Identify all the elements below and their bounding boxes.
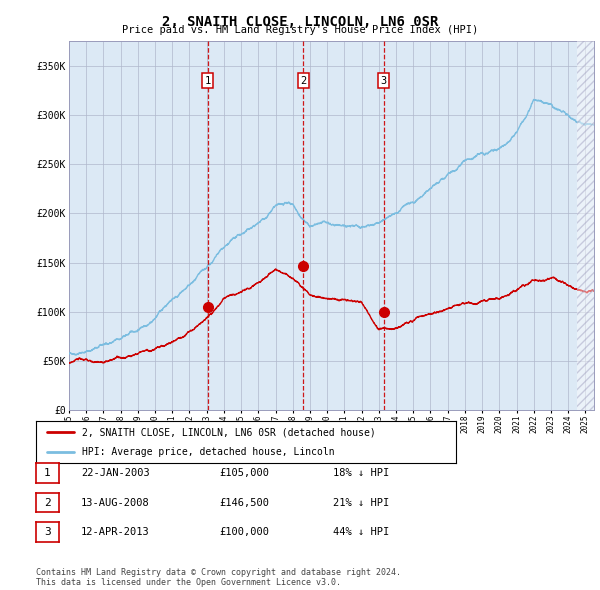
Text: Contains HM Land Registry data © Crown copyright and database right 2024.
This d: Contains HM Land Registry data © Crown c… [36,568,401,587]
Text: 1: 1 [205,76,211,86]
Text: 2, SNAITH CLOSE, LINCOLN, LN6 0SR: 2, SNAITH CLOSE, LINCOLN, LN6 0SR [162,15,438,29]
Text: 21% ↓ HPI: 21% ↓ HPI [333,498,389,507]
Text: HPI: Average price, detached house, Lincoln: HPI: Average price, detached house, Linc… [82,447,335,457]
Text: £100,000: £100,000 [219,527,269,537]
Text: 1: 1 [44,468,51,478]
Text: 2, SNAITH CLOSE, LINCOLN, LN6 0SR (detached house): 2, SNAITH CLOSE, LINCOLN, LN6 0SR (detac… [82,427,376,437]
Text: 3: 3 [380,76,387,86]
Text: 2: 2 [44,498,51,507]
Text: 12-APR-2013: 12-APR-2013 [81,527,150,537]
Text: £146,500: £146,500 [219,498,269,507]
Text: 44% ↓ HPI: 44% ↓ HPI [333,527,389,537]
Text: 3: 3 [44,527,51,537]
Text: 2: 2 [301,76,307,86]
Text: 22-JAN-2003: 22-JAN-2003 [81,468,150,478]
Bar [577,41,594,410]
Text: £105,000: £105,000 [219,468,269,478]
Text: Price paid vs. HM Land Registry's House Price Index (HPI): Price paid vs. HM Land Registry's House … [122,25,478,35]
Text: 18% ↓ HPI: 18% ↓ HPI [333,468,389,478]
Text: 13-AUG-2008: 13-AUG-2008 [81,498,150,507]
